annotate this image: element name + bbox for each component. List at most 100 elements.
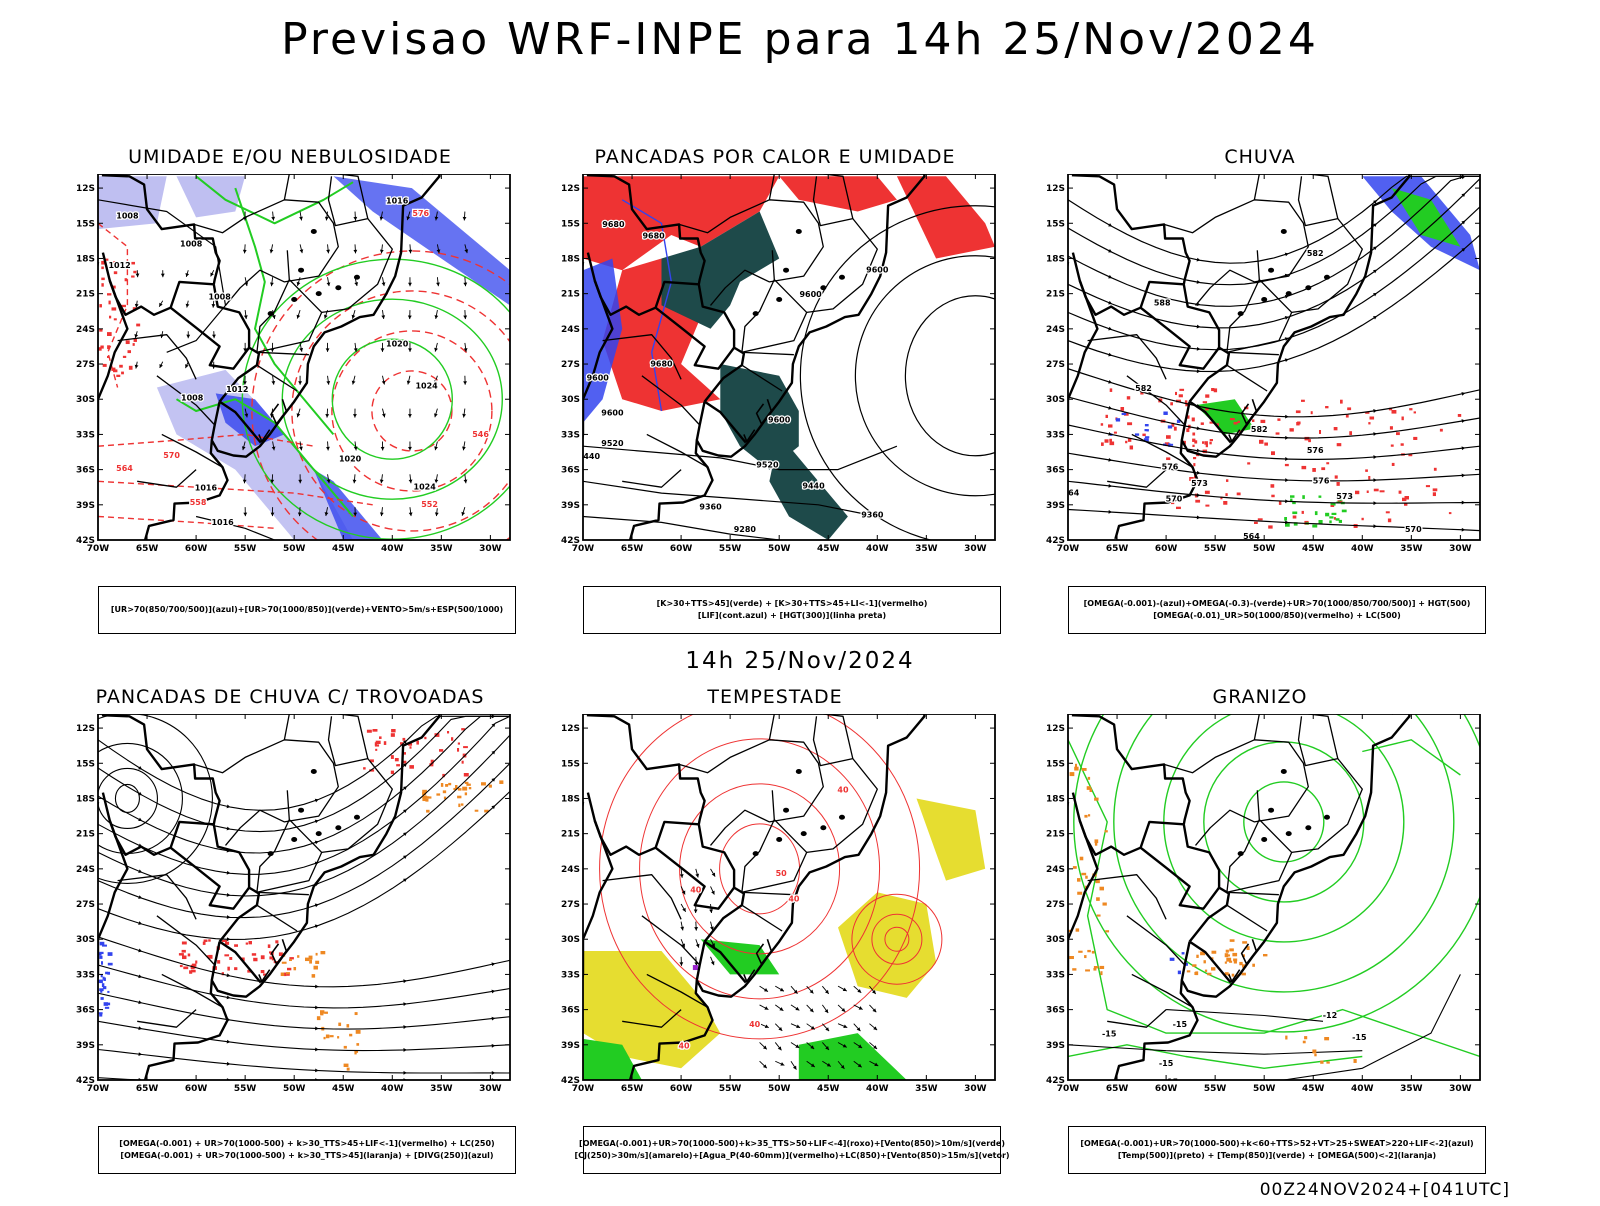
storm-orange-marker: [309, 960, 312, 964]
state-border: [137, 470, 196, 488]
storm-blue-marker: [99, 1012, 103, 1014]
lon-tick-label: 60W: [1155, 544, 1178, 554]
rain-red-marker: [1106, 415, 1108, 418]
lat-tick-label: 36S: [561, 1006, 580, 1016]
rain-red-marker: [1210, 439, 1213, 441]
contour-label: 1016: [195, 484, 218, 493]
streamline-arrow: [825, 1009, 829, 1013]
lake: [268, 311, 274, 316]
streamline-arrow: [326, 348, 330, 352]
rain-blue-marker: [1168, 425, 1172, 428]
lake: [796, 229, 802, 234]
lon-tick-label: 70W: [87, 1084, 110, 1094]
storm-orange-marker: [312, 974, 316, 978]
coastline: [1115, 714, 1409, 1080]
rain-red-marker: [1365, 469, 1368, 471]
legend-line: [OMEGA(-0.01)_UR>50(1000/850)(vermelho) …: [1153, 610, 1401, 622]
omega-orange-marker: [1076, 928, 1080, 931]
state-border: [603, 875, 682, 920]
omega-orange-marker: [1252, 964, 1255, 967]
rain-red-marker: [1402, 417, 1404, 421]
storm-red-marker: [195, 961, 197, 964]
streamline-arrow: [382, 381, 386, 385]
rain-red-marker: [1114, 432, 1117, 434]
contour-label: 40: [749, 1020, 761, 1029]
rain-red-marker: [1325, 406, 1328, 408]
rain-red-marker: [1193, 463, 1195, 466]
storm-orange-marker: [499, 780, 503, 784]
temp500-contour: [1068, 1045, 1362, 1054]
storm-blue-marker: [103, 978, 106, 981]
contour-label: 9680: [650, 359, 673, 368]
lat-tick-label: 27S: [561, 360, 580, 370]
rain-red-marker: [1206, 444, 1208, 447]
storm-red-marker: [246, 943, 248, 945]
lon-tick-label: 70W: [1057, 1084, 1080, 1094]
streamline-arrow: [779, 1007, 783, 1011]
rain-green-marker: [1319, 496, 1322, 498]
omega-orange-marker: [1085, 969, 1090, 971]
storm-red-marker: [229, 957, 232, 960]
humidity-red-marker: [101, 278, 104, 281]
streamline-arrow: [212, 335, 216, 339]
lon-tick-label: 40W: [866, 1084, 889, 1094]
omega-orange-marker: [1095, 843, 1097, 846]
panel-title: TEMPESTADE: [555, 686, 995, 708]
contour-label: 1008: [180, 240, 203, 249]
streamline-arrow: [1285, 478, 1289, 482]
streamline-arrow: [353, 217, 357, 221]
streamline-arrow: [381, 348, 385, 352]
humidity-red-marker: [133, 271, 136, 273]
streamline-arrow: [1197, 493, 1201, 497]
humidity-red-marker: [113, 369, 117, 372]
lake: [354, 815, 360, 820]
storm-orange-marker: [448, 783, 451, 785]
contour-label: 9600: [768, 416, 791, 425]
omega-orange-marker: [1204, 960, 1206, 963]
lon-tick-label: 50W: [1253, 544, 1276, 554]
streamline-arrow: [1462, 501, 1466, 505]
streamline-arrow: [1373, 478, 1377, 482]
storm-orange-marker: [465, 792, 467, 795]
rain-blue-marker: [1135, 433, 1139, 435]
storm-blue-marker: [105, 972, 108, 975]
middle-title: 14h 25/Nov/2024: [0, 648, 1600, 674]
omega-orange-marker: [1077, 892, 1082, 895]
storm-orange-marker: [305, 958, 309, 961]
rain-red-marker: [1380, 490, 1385, 492]
omega-orange-marker: [1304, 1036, 1307, 1039]
streamline-arrow: [408, 316, 412, 320]
lon-tick-label: 45W: [817, 544, 840, 554]
humidity-red-marker: [109, 301, 111, 305]
omega-orange-marker: [1314, 1054, 1316, 1057]
legend-line: [LIF](cont.azul) + [HGT(300)](linha pret…: [698, 610, 886, 622]
streamline: [98, 716, 510, 831]
streamline-arrow: [695, 874, 699, 878]
contour-label: 9440: [578, 452, 601, 461]
omega-orange-marker: [1103, 903, 1107, 906]
legend-line: [CJ(250)>30m/s](amarelo)+[Agua_P(40-60mm…: [574, 1150, 1009, 1162]
legend-line: [OMEGA(-0.001)+UR>70(1000-500)+k<60+TTS>…: [1080, 1138, 1473, 1150]
streamline-arrow: [1373, 501, 1377, 505]
storm-red-marker: [222, 940, 227, 942]
streamline-arrow: [381, 447, 385, 451]
rain-red-marker: [1433, 492, 1436, 496]
storm-orange-marker: [330, 1035, 334, 1037]
streamline-arrow: [1285, 436, 1289, 440]
storm-blue-marker: [105, 1007, 109, 1009]
omega-orange-marker: [1070, 772, 1075, 776]
contour-label: 576: [1162, 463, 1179, 472]
omega-orange-marker: [1226, 958, 1231, 962]
state-border: [118, 875, 197, 920]
storm-orange-marker: [324, 1012, 328, 1014]
country-border: [1182, 402, 1190, 441]
streamline-arrow: [463, 381, 467, 385]
rain-red-marker: [1271, 451, 1275, 455]
lake: [1305, 825, 1311, 830]
omega-orange-marker: [1233, 959, 1237, 962]
streamline-arrow: [408, 447, 412, 451]
storm-orange-marker: [355, 1012, 358, 1015]
lake: [311, 229, 317, 234]
